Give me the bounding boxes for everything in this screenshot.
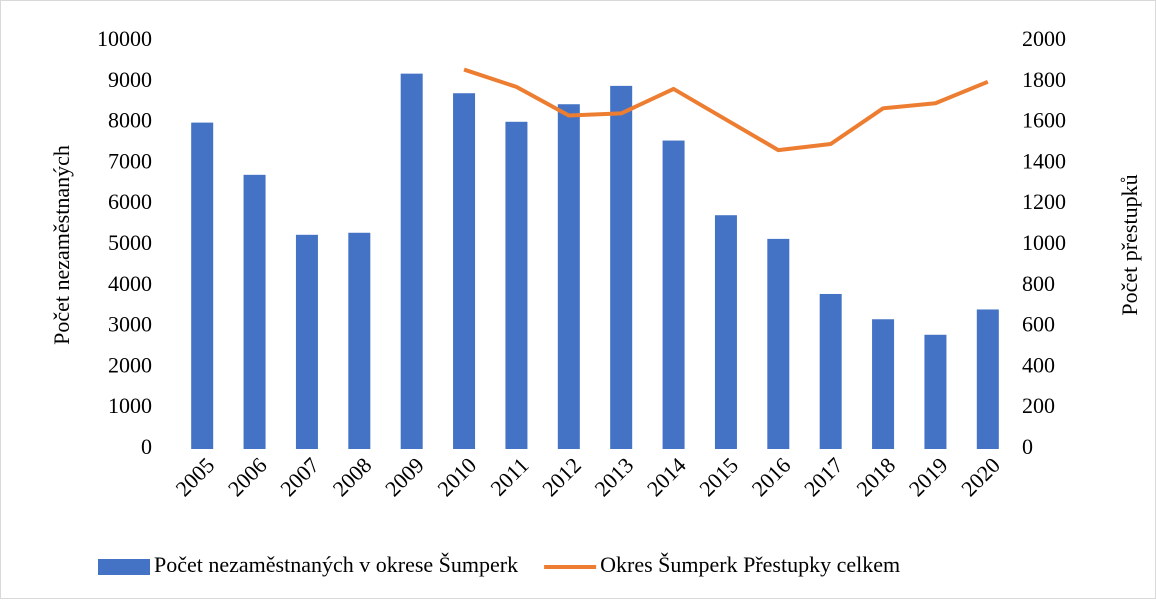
y2-tick-label: 1600 bbox=[1022, 108, 1066, 133]
y-tick-label: 2000 bbox=[108, 352, 152, 377]
y-tick-label: 10000 bbox=[97, 26, 152, 51]
y2-tick-label: 1800 bbox=[1022, 67, 1066, 92]
legend-label: Počet nezaměstnaných v okrese Šumperk bbox=[154, 552, 518, 577]
y2-tick-label: 1000 bbox=[1022, 230, 1066, 255]
bar bbox=[348, 232, 371, 449]
y2-tick-label: 400 bbox=[1022, 352, 1055, 377]
bar bbox=[767, 238, 790, 449]
y2-tick-label: 600 bbox=[1022, 312, 1055, 337]
y-tick-label: 7000 bbox=[108, 148, 152, 173]
bar bbox=[295, 234, 318, 449]
y2-tick-label: 1200 bbox=[1022, 189, 1066, 214]
y2-tick-label: 1400 bbox=[1022, 148, 1066, 173]
y2-axis-title: Počet přestupků bbox=[1117, 174, 1142, 315]
line bbox=[463, 67, 989, 153]
y-tick-label: 9000 bbox=[108, 67, 152, 92]
bar bbox=[453, 93, 476, 449]
bar bbox=[976, 309, 999, 449]
bar bbox=[243, 174, 266, 449]
bar bbox=[610, 85, 633, 449]
y-tick-label: 1000 bbox=[108, 393, 152, 418]
y2-tick-label: 800 bbox=[1022, 271, 1055, 296]
bar bbox=[400, 73, 423, 449]
y-axis-title: Počet nezaměstnaných bbox=[49, 145, 74, 345]
bar bbox=[819, 293, 842, 449]
bar bbox=[557, 104, 580, 450]
y2-tick-label: 2000 bbox=[1022, 26, 1066, 51]
legend-label: Okres Šumperk Přestupky celkem bbox=[600, 552, 900, 577]
y2-tick-label: 0 bbox=[1022, 434, 1033, 459]
bar bbox=[505, 121, 528, 449]
legend-swatch bbox=[98, 559, 150, 575]
bar bbox=[714, 215, 737, 449]
y-tick-label: 5000 bbox=[108, 230, 152, 255]
y-tick-label: 3000 bbox=[108, 312, 152, 337]
y-tick-label: 0 bbox=[141, 434, 152, 459]
bar bbox=[872, 319, 895, 449]
y-tick-label: 4000 bbox=[108, 271, 152, 296]
bar bbox=[191, 122, 214, 449]
y-tick-label: 8000 bbox=[108, 108, 152, 133]
y-tick-label: 6000 bbox=[108, 189, 152, 214]
bar bbox=[662, 140, 685, 449]
bar bbox=[924, 334, 947, 449]
y2-tick-label: 200 bbox=[1022, 393, 1055, 418]
